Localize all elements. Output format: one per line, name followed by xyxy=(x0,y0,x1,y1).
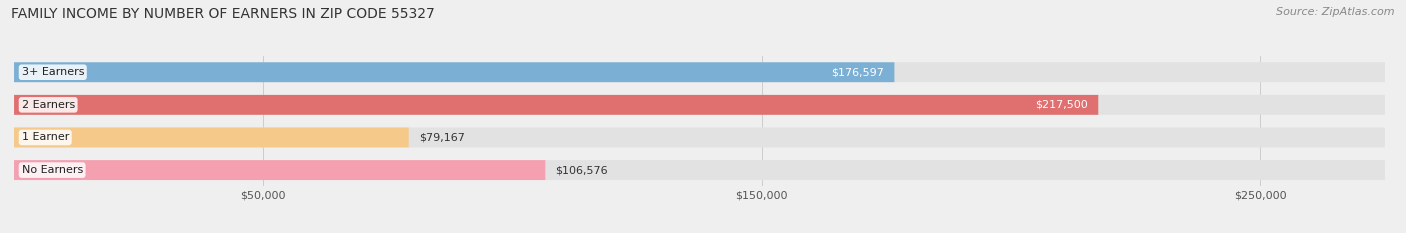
Text: 3+ Earners: 3+ Earners xyxy=(21,67,84,77)
Text: FAMILY INCOME BY NUMBER OF EARNERS IN ZIP CODE 55327: FAMILY INCOME BY NUMBER OF EARNERS IN ZI… xyxy=(11,7,434,21)
Text: No Earners: No Earners xyxy=(21,165,83,175)
Text: Source: ZipAtlas.com: Source: ZipAtlas.com xyxy=(1277,7,1395,17)
Text: $106,576: $106,576 xyxy=(555,165,607,175)
FancyBboxPatch shape xyxy=(14,160,546,180)
FancyBboxPatch shape xyxy=(14,95,1385,115)
Text: 1 Earner: 1 Earner xyxy=(21,133,69,142)
FancyBboxPatch shape xyxy=(14,62,894,82)
FancyBboxPatch shape xyxy=(14,160,1385,180)
FancyBboxPatch shape xyxy=(14,127,409,147)
Text: $217,500: $217,500 xyxy=(1036,100,1088,110)
FancyBboxPatch shape xyxy=(14,62,1385,82)
Text: 2 Earners: 2 Earners xyxy=(21,100,75,110)
Text: $176,597: $176,597 xyxy=(831,67,884,77)
FancyBboxPatch shape xyxy=(14,127,1385,147)
FancyBboxPatch shape xyxy=(14,95,1098,115)
Text: $79,167: $79,167 xyxy=(419,133,464,142)
